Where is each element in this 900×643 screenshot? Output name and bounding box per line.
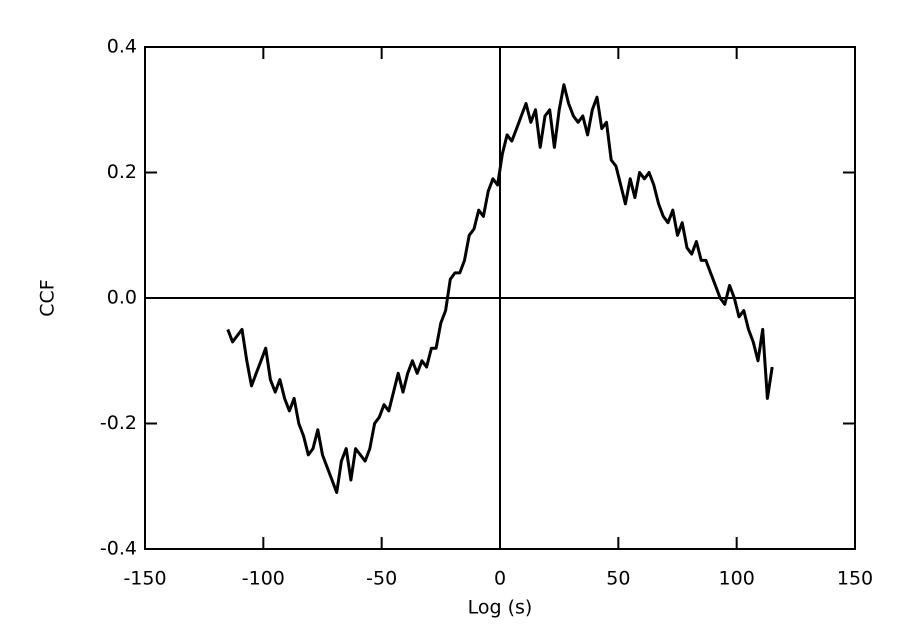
y-tick-label: 0.4	[107, 36, 137, 58]
x-axis-label: Log (s)	[468, 597, 533, 619]
y-tick-label: -0.2	[100, 412, 137, 434]
x-tick-label: -50	[366, 568, 397, 590]
data-line	[226, 83, 774, 494]
y-tick-label: -0.4	[100, 538, 137, 560]
x-tick-label: 0	[494, 568, 506, 590]
y-tick-label: 0.2	[107, 161, 137, 183]
x-tick-label: -150	[123, 568, 166, 590]
y-axis-label: CCF	[37, 279, 59, 316]
y-tick-label: 0.0	[107, 287, 137, 309]
x-tick-label: 100	[719, 568, 755, 590]
x-tick-label: -100	[242, 568, 285, 590]
x-tick-label: 150	[837, 568, 873, 590]
x-tick-label: 50	[606, 568, 630, 590]
